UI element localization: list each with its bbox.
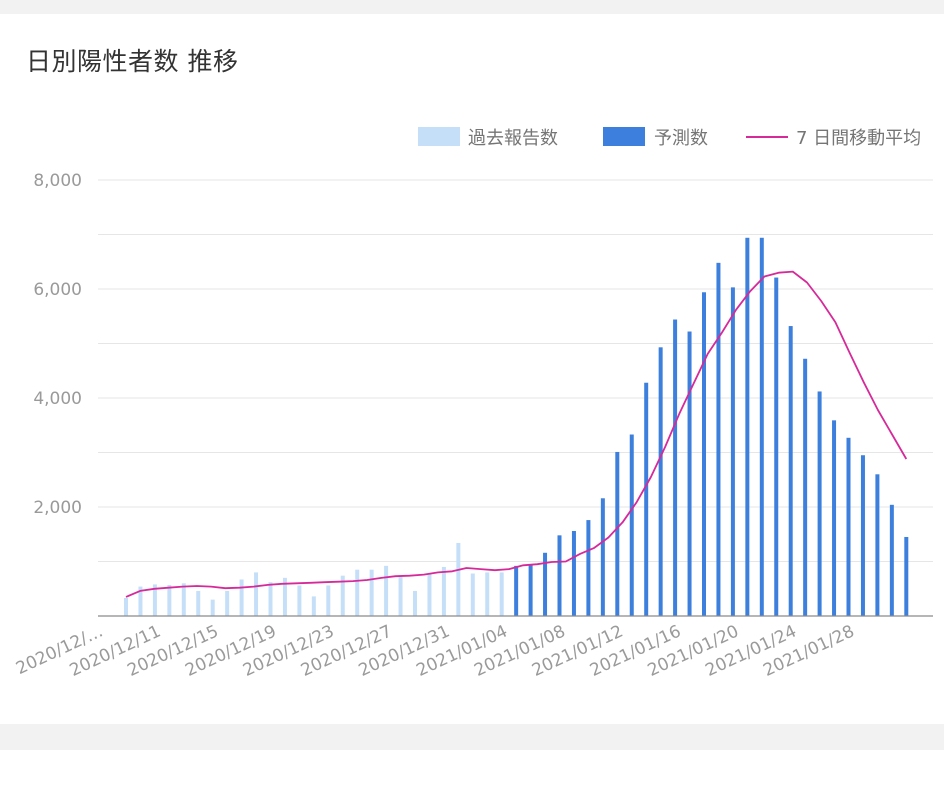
bar-reported [211,600,215,616]
grid-lines [98,180,933,562]
bar-forecast [529,565,533,616]
bar-reported [413,591,417,616]
bar-forecast [847,438,851,616]
y-tick-label: 4,000 [33,389,82,409]
bar-reported [326,585,330,616]
bar-reported [312,596,316,616]
bars [124,238,908,616]
bar-forecast [803,359,807,616]
y-tick-label: 6,000 [33,280,82,300]
bar-reported [124,598,128,616]
x-axis: 2020/12/…2020/12/112020/12/152020/12/192… [13,616,933,681]
bar-forecast [644,383,648,616]
bar-forecast [572,531,576,616]
bar-reported [442,567,446,616]
y-axis-ticks: 2,000 4,000 6,000 8,000 [33,171,82,518]
bar-forecast [673,320,677,616]
bar-reported [485,572,489,616]
bar-reported [297,585,301,616]
bar-forecast [789,326,793,616]
y-tick-label: 2,000 [33,498,82,518]
bar-forecast [832,420,836,616]
bar-forecast [818,391,822,616]
bar-forecast [861,455,865,616]
bar-forecast [615,452,619,616]
bar-reported [225,591,229,616]
bar-reported [355,570,359,616]
bar-forecast [659,347,663,616]
bar-forecast [702,292,706,616]
bar-forecast [601,498,605,616]
bar-reported [370,570,374,616]
bar-forecast [558,535,562,616]
legend-swatch [418,127,460,146]
bar-reported [384,566,388,616]
bar-reported [269,582,273,616]
bar-reported [182,583,186,616]
bar-forecast [630,435,634,616]
legend: 過去報告数 予測数 7 日間移動平均 [418,127,921,149]
bar-reported [500,572,504,616]
bar-forecast [514,566,518,616]
bar-forecast [760,238,764,616]
legend-label: 予測数 [654,128,708,149]
bar-reported [240,579,244,616]
bar-reported [196,591,200,616]
bar-reported [167,585,171,616]
bar-forecast [890,505,894,616]
bar-forecast [875,474,879,616]
bar-forecast [688,332,692,616]
legend-label: 7 日間移動平均 [796,128,921,149]
bar-reported [399,577,403,616]
bar-reported [456,543,460,616]
legend-swatch [603,127,645,146]
bar-forecast [774,278,778,616]
y-tick-label: 8,000 [33,171,82,191]
bar-forecast [904,537,908,616]
legend-label: 過去報告数 [468,128,558,149]
bar-forecast [716,263,720,616]
bar-forecast [731,287,735,616]
bar-reported [254,572,258,616]
bar-forecast [586,520,590,616]
bottom-band [0,724,944,750]
chart-svg: 2,000 4,000 6,000 8,000 2020/12/…2020/12/11… [0,0,944,724]
bar-reported [471,573,475,616]
bar-reported [427,573,431,616]
